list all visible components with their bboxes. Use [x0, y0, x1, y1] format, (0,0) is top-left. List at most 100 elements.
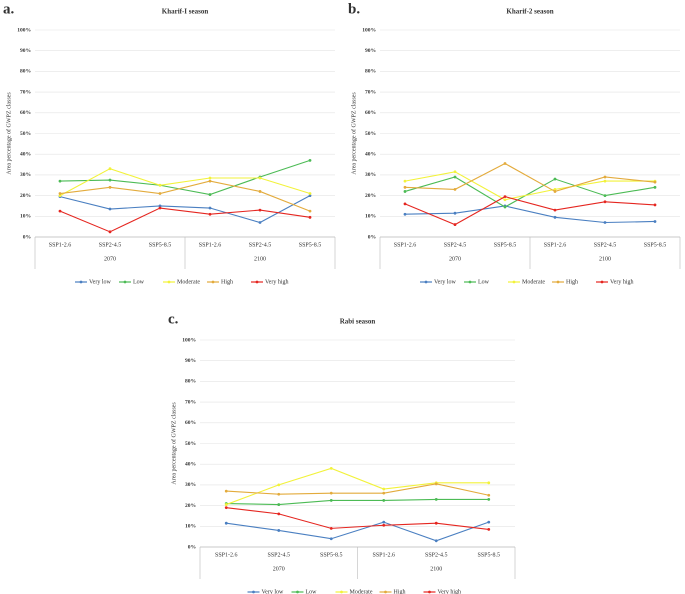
data-point: [434, 521, 438, 525]
data-point: [603, 200, 607, 204]
data-point: [553, 187, 557, 191]
legend-marker: [424, 280, 428, 284]
chart-title: Kharif-2 season: [506, 8, 553, 16]
data-point: [277, 529, 281, 532]
x-tick-label: SSP5-8.5: [299, 242, 322, 248]
group-label: 2100: [599, 256, 611, 262]
data-point: [653, 203, 657, 207]
y-tick-label: 20%: [185, 503, 196, 509]
legend-label: Low: [133, 279, 145, 285]
data-point: [108, 178, 112, 182]
y-tick-label: 50%: [20, 131, 31, 137]
data-point: [224, 489, 228, 493]
data-point: [653, 220, 657, 223]
data-point: [503, 198, 507, 202]
series-line: [226, 521, 489, 542]
panel-label: a.: [3, 1, 15, 17]
panel-label: b.: [348, 1, 360, 17]
legend-label: Very low: [89, 279, 111, 285]
x-tick-label: SSP1-2.6: [394, 242, 417, 248]
data-point: [453, 187, 457, 191]
data-point: [382, 491, 386, 495]
y-tick-label: 70%: [365, 89, 376, 95]
data-point: [503, 162, 507, 165]
x-tick-label: SSP5-8.5: [644, 242, 667, 248]
data-point: [329, 537, 333, 541]
data-point: [108, 167, 112, 171]
data-point: [308, 192, 312, 195]
series-line: [226, 483, 489, 496]
x-tick-label: SSP1-2.6: [372, 552, 395, 558]
y-tick-label: 20%: [20, 193, 31, 199]
x-tick-label: SSP1-2.6: [49, 242, 72, 248]
data-point: [277, 512, 281, 516]
data-point: [653, 185, 657, 189]
data-point: [224, 503, 228, 506]
data-point: [308, 215, 312, 219]
y-tick-label: 80%: [20, 69, 31, 75]
y-tick-label: 60%: [20, 110, 31, 116]
data-point: [329, 491, 333, 495]
data-point: [208, 176, 212, 180]
x-tick-label: SSP2-4.5: [249, 242, 272, 248]
x-tick-label: SSP5-8.5: [477, 552, 500, 558]
data-point: [208, 179, 212, 183]
data-point: [403, 212, 407, 216]
data-point: [553, 215, 557, 219]
data-point: [487, 528, 491, 531]
legend-label: Very high: [438, 589, 462, 594]
y-tick-label: 30%: [365, 172, 376, 178]
x-tick-label: SSP2-4.5: [267, 552, 290, 558]
y-tick-label: 30%: [20, 172, 31, 178]
legend-marker: [384, 590, 387, 594]
series-line: [404, 205, 656, 224]
legend-label: Very low: [262, 589, 284, 594]
y-tick-label: 60%: [185, 420, 196, 426]
data-point: [277, 503, 281, 506]
legend-label: Very high: [265, 279, 289, 285]
x-tick-label: SSP2-4.5: [444, 242, 467, 248]
data-point: [434, 539, 438, 543]
data-point: [224, 506, 228, 510]
data-point: [453, 211, 457, 215]
y-tick-label: 60%: [365, 110, 376, 116]
legend-marker: [296, 590, 299, 594]
data-point: [58, 209, 62, 213]
y-axis-label: Area percentage of GWPZ classes: [350, 92, 357, 175]
data-point: [553, 208, 557, 212]
series-line: [404, 196, 656, 226]
data-point: [553, 190, 557, 193]
x-tick-label: SSP5-8.5: [494, 242, 517, 248]
y-tick-label: 40%: [20, 151, 31, 157]
data-point: [329, 499, 333, 502]
legend-label: Low: [478, 279, 490, 285]
series-line: [226, 498, 489, 506]
legend-label: Moderate: [522, 279, 545, 285]
y-tick-label: 40%: [185, 461, 196, 467]
group-label: 2070: [104, 256, 116, 262]
legend-marker: [512, 280, 516, 284]
data-point: [158, 204, 162, 208]
data-point: [329, 466, 333, 470]
data-point: [308, 194, 312, 198]
y-tick-label: 90%: [365, 48, 376, 54]
data-point: [453, 170, 457, 174]
data-point: [553, 177, 557, 181]
y-tick-label: 90%: [20, 48, 31, 54]
chart-title: Kharif-I season: [162, 8, 209, 16]
data-point: [434, 497, 438, 501]
data-point: [403, 185, 407, 189]
data-point: [108, 207, 112, 211]
data-point: [108, 230, 112, 234]
data-point: [453, 175, 457, 179]
data-point: [487, 497, 491, 501]
y-tick-label: 80%: [185, 379, 196, 385]
data-point: [158, 192, 162, 195]
y-tick-label: 0%: [188, 544, 196, 550]
y-tick-label: 70%: [20, 89, 31, 95]
data-point: [277, 492, 281, 496]
legend-marker: [252, 590, 255, 594]
legend-label: Very low: [434, 279, 456, 285]
series-line: [404, 162, 656, 193]
